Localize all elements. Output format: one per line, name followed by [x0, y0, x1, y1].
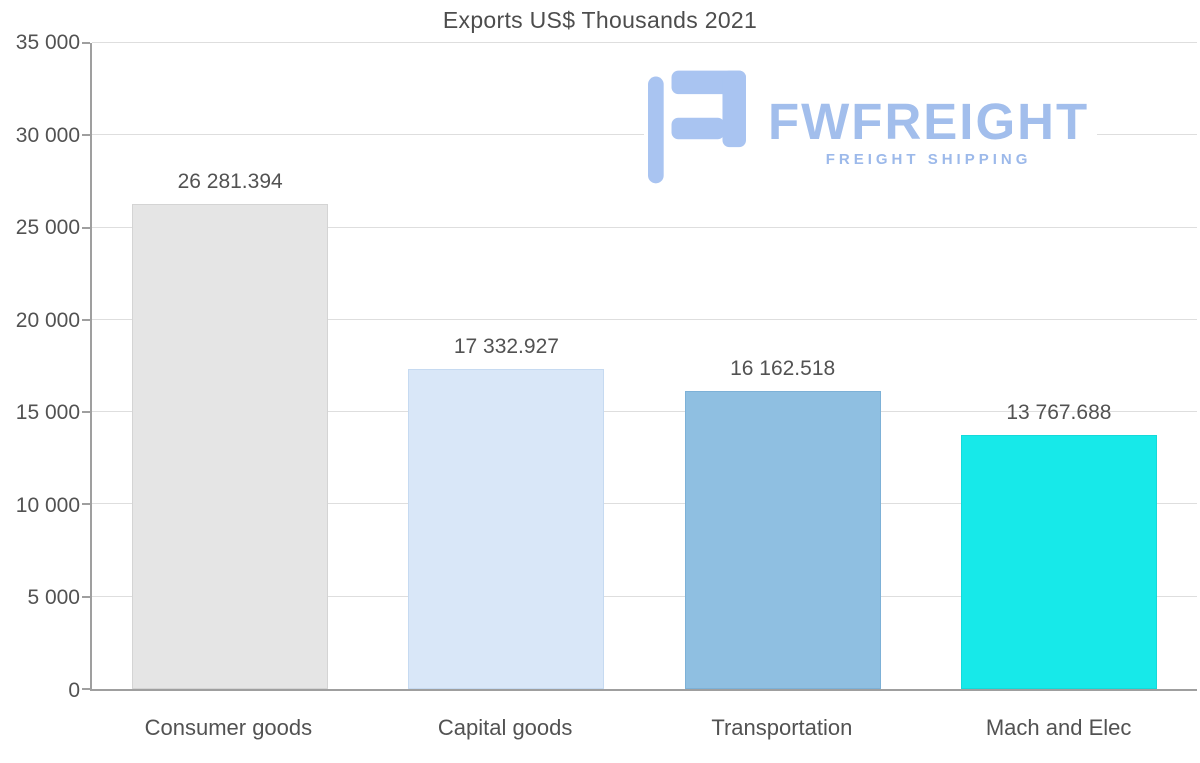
y-tick	[82, 503, 90, 506]
x-category-label-capital-goods: Capital goods	[437, 715, 573, 740]
fwfreight-logo-icon	[648, 70, 746, 184]
y-tick	[82, 134, 90, 137]
y-tick-label: 5 000	[27, 586, 80, 610]
x-category-label-transportation: Transportation	[711, 715, 853, 740]
y-tick-label: 15 000	[15, 401, 80, 425]
y-tick	[82, 411, 90, 414]
y-tick	[82, 688, 90, 690]
logo-tagline: FREIGHT SHIPPING	[825, 151, 1032, 168]
y-tick	[82, 318, 90, 321]
bar-mach-and-elec	[960, 434, 1157, 689]
y-tick	[82, 226, 90, 229]
gridline	[92, 318, 1197, 320]
logo-wordmark: FWFREIGHT	[768, 93, 1090, 150]
y-tick-label: 10 000	[15, 493, 80, 517]
x-axis-labels: Consumer goods Capital goods Transportatio…	[90, 715, 1197, 747]
y-tick-label: 20 000	[15, 308, 80, 332]
bar-capital-goods	[408, 369, 605, 689]
bar-value-label-consumer-goods: 26 281.394	[177, 169, 283, 193]
gridline	[92, 226, 1197, 228]
chart-title: Exports US$ Thousands 2021	[442, 7, 758, 33]
gridline	[92, 595, 1197, 597]
gridline	[92, 411, 1197, 413]
bar-transportation	[684, 390, 881, 689]
y-axis-labels: 0 5 000 10 000 15 000 20 000 25 000 30 000 35 0…	[0, 31, 82, 702]
x-category-label-mach-and-elec: Mach and Elec	[985, 715, 1132, 740]
y-tick	[82, 595, 90, 598]
y-tick-label: 35 000	[15, 31, 80, 54]
gridline	[92, 503, 1197, 505]
x-category-label-consumer-goods: Consumer goods	[144, 715, 313, 740]
bar-consumer-goods	[132, 203, 329, 689]
y-tick-label: 25 000	[15, 216, 80, 240]
bar-value-label-transportation: 16 162.518	[730, 356, 836, 380]
bar-value-label-capital-goods: 17 332.927	[453, 335, 559, 359]
gridline	[92, 42, 1197, 43]
y-tick-label: 0	[68, 679, 80, 702]
fwfreight-logo: FWFREIGHT FREIGHT SHIPPING	[644, 66, 1098, 192]
y-tick	[82, 42, 90, 44]
logo-text-block: FWFREIGHT FREIGHT SHIPPING	[768, 68, 1089, 168]
y-tick-label: 30 000	[15, 123, 80, 147]
plot-area: 26 281.394 17 332.927 16 162.518 13 767.688	[82, 42, 1197, 691]
bar-value-label-mach-and-elec: 13 767.688	[1006, 400, 1112, 424]
